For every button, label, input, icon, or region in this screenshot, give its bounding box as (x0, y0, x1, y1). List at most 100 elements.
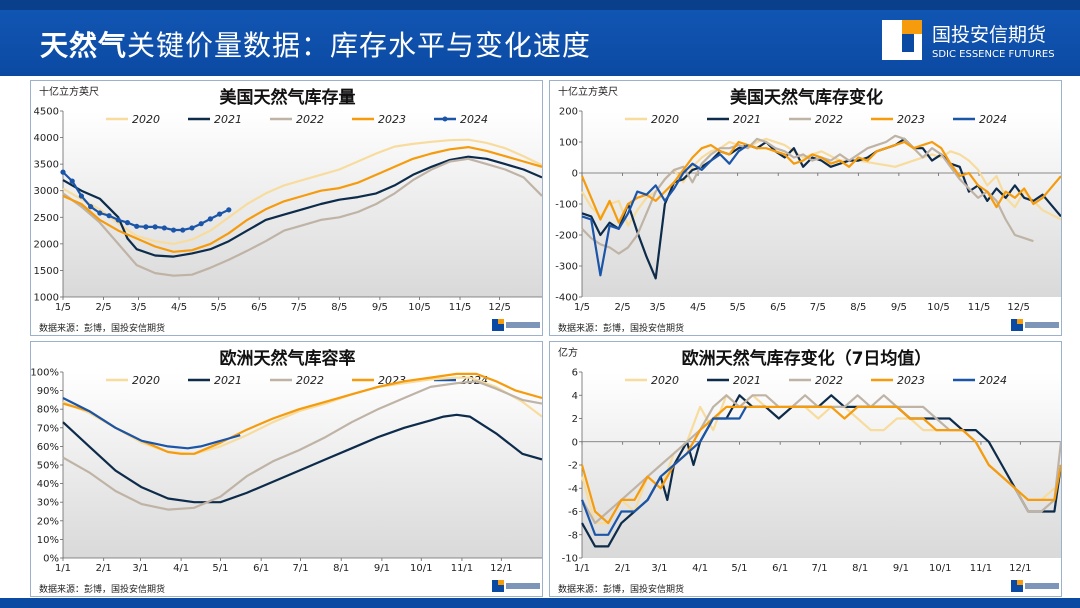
x-tick-label: 6/1 (772, 563, 788, 574)
y-tick-label: -8 (568, 530, 578, 541)
legend-label: 2024 (979, 113, 1007, 126)
data-point-2024 (198, 221, 204, 227)
x-tick-label: 5/5 (730, 302, 746, 313)
data-point-2024 (226, 207, 232, 213)
chart-panel-us-storage-change: 美国天然气库存变化 十亿立方英尺 -400 -300 -200 -100 0 100 200 1/… (549, 80, 1062, 336)
unit-label: 十亿立方英尺 (39, 85, 99, 98)
unit-label: 亿方 (558, 346, 578, 359)
y-tick-label: 0 (572, 437, 578, 448)
x-tick-label: 5/1 (731, 563, 747, 574)
chart-us-storage: 美国天然气库存量 十亿立方英尺 1000 1500 2000 2500 3000 3500 40… (34, 85, 542, 334)
chart-title: 欧洲天然气库容率 (220, 348, 356, 369)
x-tick-label: 4/1 (173, 563, 189, 574)
mini-logo-icon (1011, 319, 1059, 331)
source-note: 数据来源：彭博，国投安信期货 (39, 583, 165, 595)
x-tick-label: 7/1 (292, 563, 308, 574)
y-tick-label: 1000 (34, 293, 59, 304)
legend-label: 2022 (815, 113, 843, 126)
legend-label: 2021 (214, 113, 242, 126)
x-tick-label: 3/1 (132, 563, 148, 574)
data-point-2024 (161, 225, 167, 231)
logo-cn-text: 国投安信期货 (932, 24, 1047, 46)
data-point-2024 (134, 223, 140, 229)
x-tick-label: 10/5 (927, 302, 949, 313)
x-tick-label: 4/5 (690, 302, 706, 313)
series-line-2021 (62, 155, 542, 258)
data-point-2024 (170, 227, 177, 233)
x-tick-label: 9/5 (372, 302, 388, 313)
chart-panel-eu-storage-change: 欧洲天然气库存变化（7日均值） 亿方 -10 -8 -6 -4 -2 0 2 4 6 1/1 2/1 3/… (549, 341, 1062, 597)
data-point-2024 (97, 210, 103, 216)
y-tick-label: 1500 (34, 266, 59, 277)
legend-label: 2024 (979, 374, 1007, 387)
x-tick-label: 10/1 (410, 563, 432, 574)
logo-mark-icon (882, 20, 922, 60)
x-tick-label: 12/1 (490, 563, 512, 574)
data-point-2024 (152, 224, 158, 230)
x-tick-label: 12/5 (1007, 302, 1029, 313)
data-point-2024 (69, 178, 75, 184)
y-tick-label: 200 (559, 107, 578, 118)
y-tick-label: 2 (572, 414, 578, 425)
data-point-2024 (60, 169, 66, 175)
mini-logo-icon (492, 319, 540, 331)
x-tick-label: 8/5 (331, 302, 347, 313)
chart-eu-fill-rate: 欧洲天然气库容率 0% 10% 20% 30% 40% 50% 60% 70% 80% 90% 100… (31, 348, 542, 595)
source-note: 数据来源：彭博，国投安信期货 (558, 322, 684, 334)
x-tick-label: 5/1 (212, 563, 228, 574)
x-tick-label: 6/1 (253, 563, 269, 574)
y-tick-label: 0 (572, 169, 578, 180)
chart-title: 美国天然气库存量 (220, 87, 356, 108)
legend-label: 2022 (815, 374, 843, 387)
y-tick-label: 50% (37, 461, 59, 472)
legend-label: 2022 (296, 374, 324, 387)
page-title-bold: 天然气 (40, 29, 128, 62)
chart-title: 欧洲天然气库存变化（7日均值） (682, 348, 932, 369)
series-line-2023 (580, 140, 1061, 224)
y-tick-label: 0% (43, 554, 59, 565)
mini-logo-icon (1011, 580, 1059, 592)
x-tick-label: 12/1 (1009, 563, 1031, 574)
x-tick-label: 4/1 (692, 563, 708, 574)
legend-label: 2021 (733, 113, 761, 126)
y-tick-label: -4 (568, 484, 578, 495)
x-tick-label: 9/5 (891, 302, 907, 313)
series-line-2023 (580, 405, 1061, 525)
plot-area (63, 372, 542, 558)
x-tick-label: 6/5 (770, 302, 786, 313)
y-tick-label: 2500 (34, 213, 59, 224)
x-tick-label: 1/1 (574, 563, 590, 574)
chart-us-storage-change: 美国天然气库存变化 十亿立方英尺 -400 -300 -200 -100 0 100 200 1/… (555, 85, 1061, 334)
data-point-2024 (78, 193, 85, 199)
legend-label: 2023 (897, 374, 925, 387)
legend-marker (442, 116, 448, 122)
y-tick-label: -10 (562, 554, 578, 565)
y-tick-label: -400 (555, 293, 578, 304)
x-tick-label: 9/1 (374, 563, 390, 574)
x-tick-label: 8/5 (850, 302, 866, 313)
source-note: 数据来源：彭博，国投安信期货 (558, 583, 684, 595)
x-tick-label: 11/1 (970, 563, 992, 574)
chart-panel-eu-fill-rate: 欧洲天然气库容率 0% 10% 20% 30% 40% 50% 60% 70% 80% 90% 100… (30, 341, 543, 597)
x-tick-label: 4/5 (171, 302, 187, 313)
series-line-2024 (580, 406, 747, 536)
y-tick-label: 10% (37, 535, 59, 546)
x-tick-label: 7/5 (810, 302, 826, 313)
x-tick-label: 10/1 (929, 563, 951, 574)
y-tick-label: 70% (37, 423, 59, 434)
x-tick-label: 3/1 (651, 563, 667, 574)
chart-panel-us-storage: 美国天然气库存量 十亿立方英尺 1000 1500 2000 2500 3000 3500 40… (30, 80, 543, 336)
x-tick-label: 2/5 (614, 302, 630, 313)
legend-label: 2021 (214, 374, 242, 387)
series-line-2020 (62, 138, 542, 245)
data-point-2024 (189, 225, 195, 231)
y-tick-label: 6 (572, 368, 578, 379)
mini-logo-icon (492, 580, 540, 592)
page-title: 天然气关键价量数据：库存水平与变化速度 (40, 24, 591, 64)
y-tick-label: 3000 (34, 186, 59, 197)
series-line-2024 (581, 144, 749, 277)
legend-label: 2020 (651, 113, 679, 126)
plot-area (63, 111, 542, 297)
data-point-2024 (216, 211, 223, 217)
data-point-2024 (106, 213, 112, 219)
